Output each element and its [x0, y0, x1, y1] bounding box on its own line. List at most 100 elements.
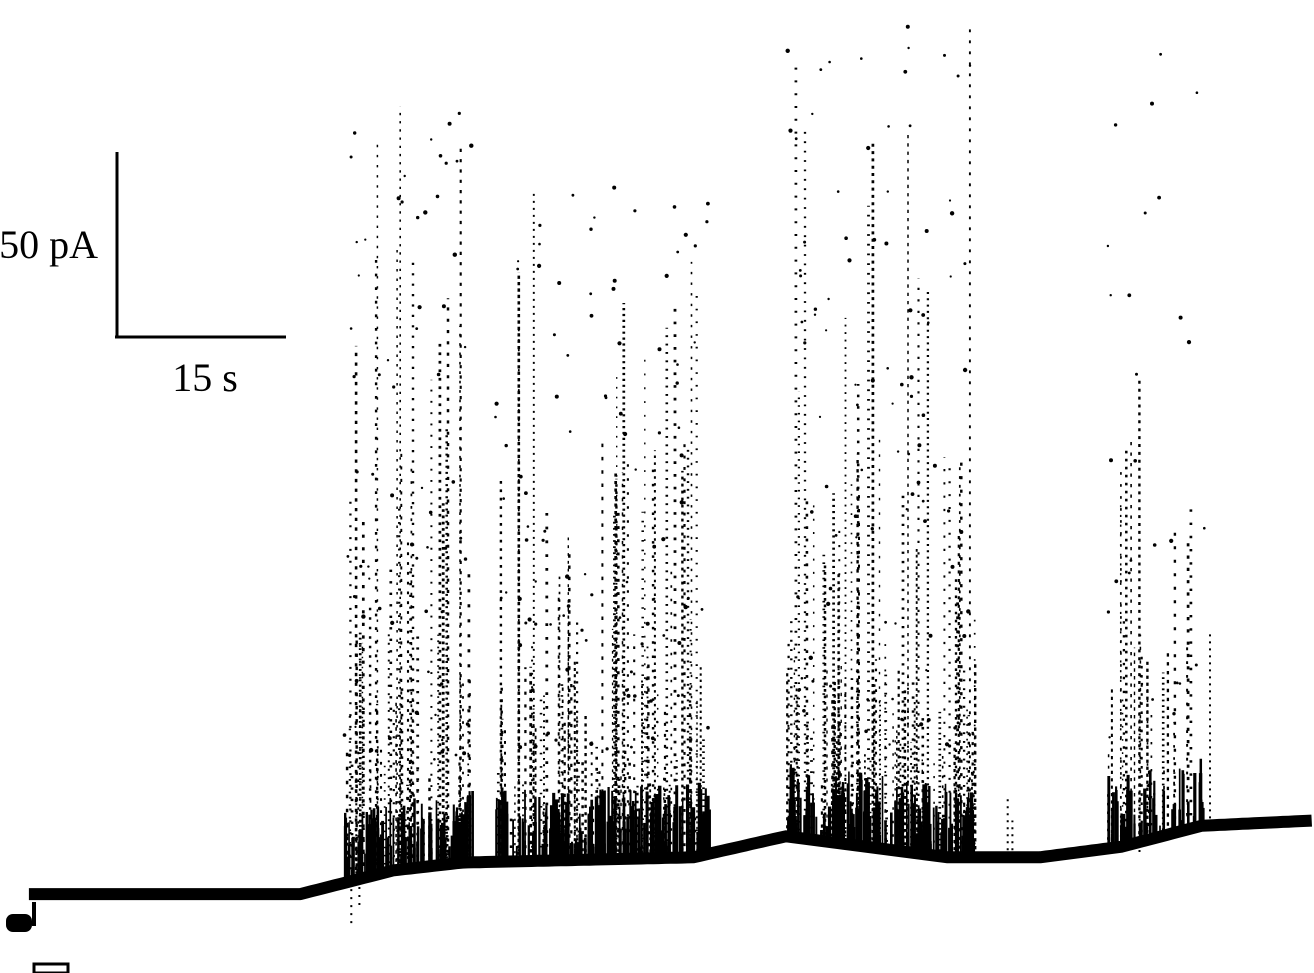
- event-dot: [426, 546, 429, 549]
- event-dot: [441, 738, 444, 742]
- event-dot: [1113, 123, 1118, 127]
- event-dot: [589, 741, 594, 747]
- event-dot: [662, 634, 666, 637]
- event-dot: [661, 537, 666, 542]
- event-dot: [396, 196, 401, 201]
- event-dot: [534, 580, 537, 583]
- event-dot: [860, 468, 864, 472]
- event-dot: [1159, 52, 1162, 56]
- event-dot: [1106, 610, 1110, 614]
- event-dot: [562, 614, 565, 617]
- event-dot: [866, 698, 870, 701]
- event-dot: [392, 385, 396, 389]
- event-dot: [921, 313, 926, 317]
- event-dot: [932, 463, 937, 468]
- event-dot: [625, 688, 629, 692]
- event-dot: [565, 667, 570, 672]
- event-dot: [359, 564, 363, 568]
- event-dot: [518, 474, 523, 479]
- event-dot: [1157, 195, 1161, 200]
- event-dot: [1178, 315, 1183, 320]
- event-dot: [834, 534, 838, 537]
- event-dot: [546, 731, 550, 736]
- event-dot: [400, 200, 404, 204]
- event-dot: [416, 215, 420, 220]
- event-dot: [353, 131, 357, 135]
- event-dot: [377, 606, 382, 611]
- event-dot: [788, 128, 793, 133]
- event-dot: [886, 367, 889, 370]
- event-dot: [872, 237, 877, 242]
- event-dot: [1151, 698, 1154, 701]
- event-dot: [441, 304, 446, 309]
- event-dot: [517, 596, 522, 601]
- event-dot: [959, 530, 964, 534]
- event-dot: [352, 375, 356, 379]
- event-dot: [921, 413, 926, 418]
- event-dot: [811, 112, 814, 116]
- event-dot: [803, 240, 807, 244]
- event-dot: [530, 688, 535, 692]
- event-burst: [1106, 52, 1206, 849]
- event-dot: [679, 453, 684, 458]
- event-marks: [342, 24, 1211, 924]
- event-dot: [361, 614, 366, 619]
- event-dot: [676, 363, 679, 366]
- event-dot: [866, 145, 871, 151]
- trace-start-mark: [6, 902, 36, 932]
- event-dot: [962, 634, 967, 638]
- event-dot: [387, 736, 392, 741]
- event-dot: [537, 263, 542, 268]
- event-dot: [905, 508, 908, 511]
- event-dot: [352, 595, 356, 598]
- event-dot: [870, 527, 874, 531]
- event-dot: [927, 321, 930, 325]
- event-dot: [1106, 244, 1110, 248]
- event-dot: [664, 273, 669, 278]
- event-dot: [1127, 293, 1132, 298]
- event-dot: [625, 580, 629, 584]
- event-dot: [554, 738, 558, 742]
- event-dot: [502, 497, 506, 500]
- event-dot: [629, 670, 633, 674]
- event-dot: [354, 725, 357, 729]
- event-dot: [828, 60, 831, 64]
- event-dot: [566, 354, 570, 357]
- event-dot: [444, 546, 448, 550]
- event-dot: [827, 297, 830, 301]
- event-dot: [956, 721, 960, 725]
- event-dot: [800, 320, 804, 324]
- event-dot: [612, 278, 617, 283]
- event-dot: [642, 726, 646, 730]
- event-dot: [896, 450, 900, 453]
- event-dot: [1152, 543, 1157, 547]
- event-dot: [367, 565, 370, 568]
- event-dot: [677, 426, 681, 430]
- event-dot: [785, 48, 790, 53]
- event-dot: [672, 205, 677, 209]
- event-dot: [417, 305, 422, 310]
- event-dot: [1175, 681, 1179, 685]
- event-dot: [921, 499, 925, 503]
- event-dot: [853, 514, 858, 518]
- event-dot: [571, 193, 575, 197]
- event-dot: [377, 373, 381, 377]
- event-dot: [1203, 526, 1206, 530]
- event-dot: [348, 753, 352, 758]
- event-dot: [645, 621, 650, 626]
- event-dot: [557, 281, 562, 285]
- event-dot: [657, 431, 662, 435]
- event-dot: [494, 415, 497, 419]
- event-dot: [891, 402, 894, 405]
- event-dot: [435, 194, 440, 199]
- event-dot: [541, 538, 545, 542]
- event-dot: [1108, 736, 1111, 739]
- event-dot: [390, 493, 395, 498]
- event-dot: [618, 616, 622, 619]
- event-dot: [653, 675, 657, 679]
- event-dot: [549, 623, 552, 626]
- event-dot: [844, 236, 848, 240]
- event-dot: [824, 484, 829, 489]
- event-dot: [657, 347, 662, 352]
- event-dot: [909, 394, 914, 398]
